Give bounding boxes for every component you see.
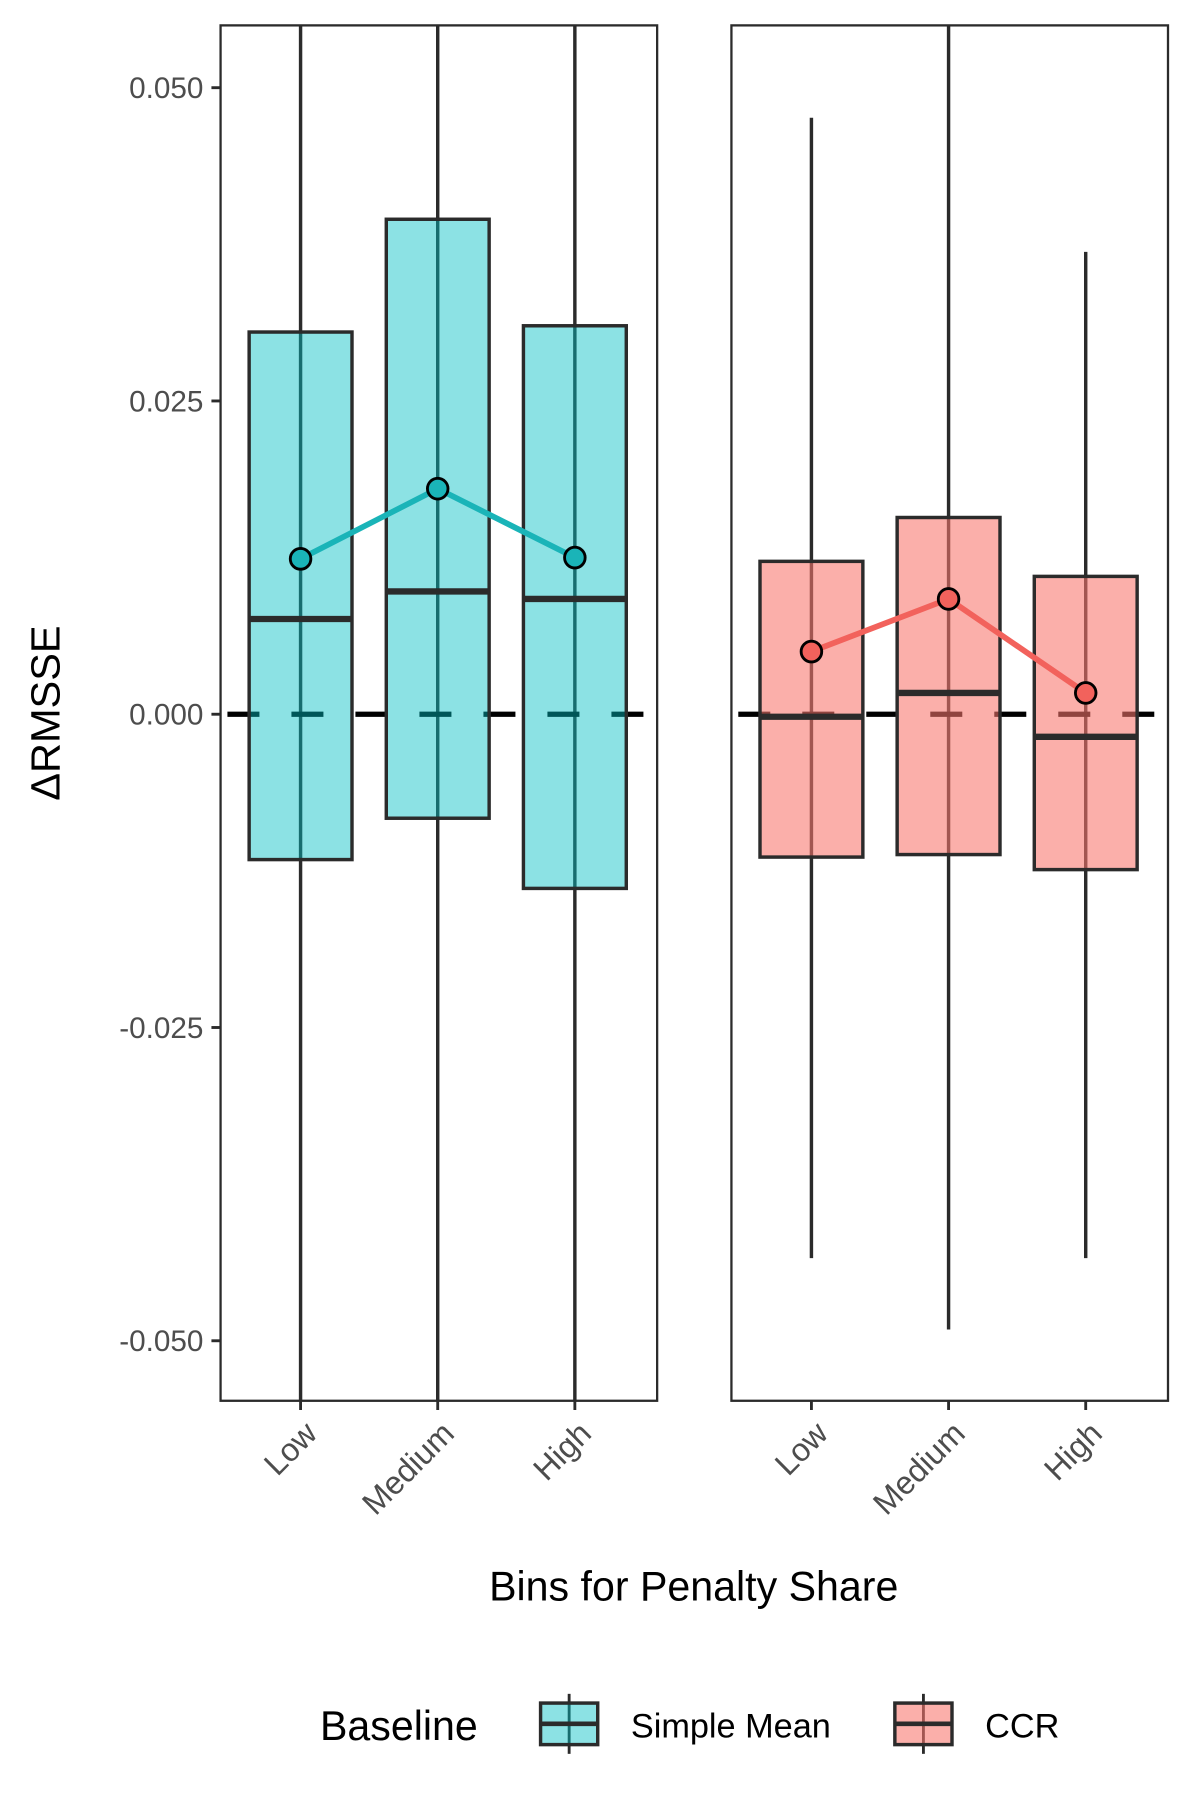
panel-plot-area xyxy=(220,25,658,1401)
y-tick-label: 0.050 xyxy=(129,72,203,105)
x-tick-label-medium: Medium xyxy=(355,1415,461,1522)
y-tick-label: 0.025 xyxy=(129,385,203,418)
mean-point-medium xyxy=(936,587,961,611)
panel-ccr: Low Medium High xyxy=(730,24,1170,1522)
panel-simple-mean: Low Medium High xyxy=(219,24,659,1522)
box-low xyxy=(247,330,354,862)
mean-point-high xyxy=(563,545,587,570)
mean-point-medium xyxy=(425,476,450,501)
box-high xyxy=(1032,574,1139,872)
y-tick-label: 0.000 xyxy=(129,698,203,731)
box-medium xyxy=(384,217,491,820)
mean-point-high xyxy=(1073,681,1098,705)
panel-plot-area xyxy=(731,25,1168,1330)
y-axis-title: ΔRMSSE xyxy=(23,625,69,800)
y-tick-label: -0.025 xyxy=(119,1012,203,1045)
box-medium xyxy=(895,515,1002,857)
x-tick-label-low: Low xyxy=(257,1414,324,1482)
x-tick-label-medium: Medium xyxy=(866,1415,972,1522)
mean-point-low xyxy=(288,547,313,571)
legend-label-ccr: CCR xyxy=(985,1708,1059,1746)
x-tick-label-high: High xyxy=(1037,1415,1109,1488)
mean-point-low xyxy=(799,639,824,664)
x-tick-label-low: Low xyxy=(768,1414,835,1482)
x-tick-label-high: High xyxy=(526,1415,598,1488)
legend-label-simple-mean: Simple Mean xyxy=(631,1708,831,1746)
box-high xyxy=(521,324,628,891)
legend-key-ccr xyxy=(893,1693,954,1754)
box-low xyxy=(758,559,865,859)
legend-title: Baseline xyxy=(320,1703,478,1749)
x-axis-title: Bins for Penalty Share xyxy=(489,1563,898,1609)
y-tick-label: -0.050 xyxy=(119,1325,203,1358)
legend-key-simple-mean xyxy=(538,1693,600,1754)
